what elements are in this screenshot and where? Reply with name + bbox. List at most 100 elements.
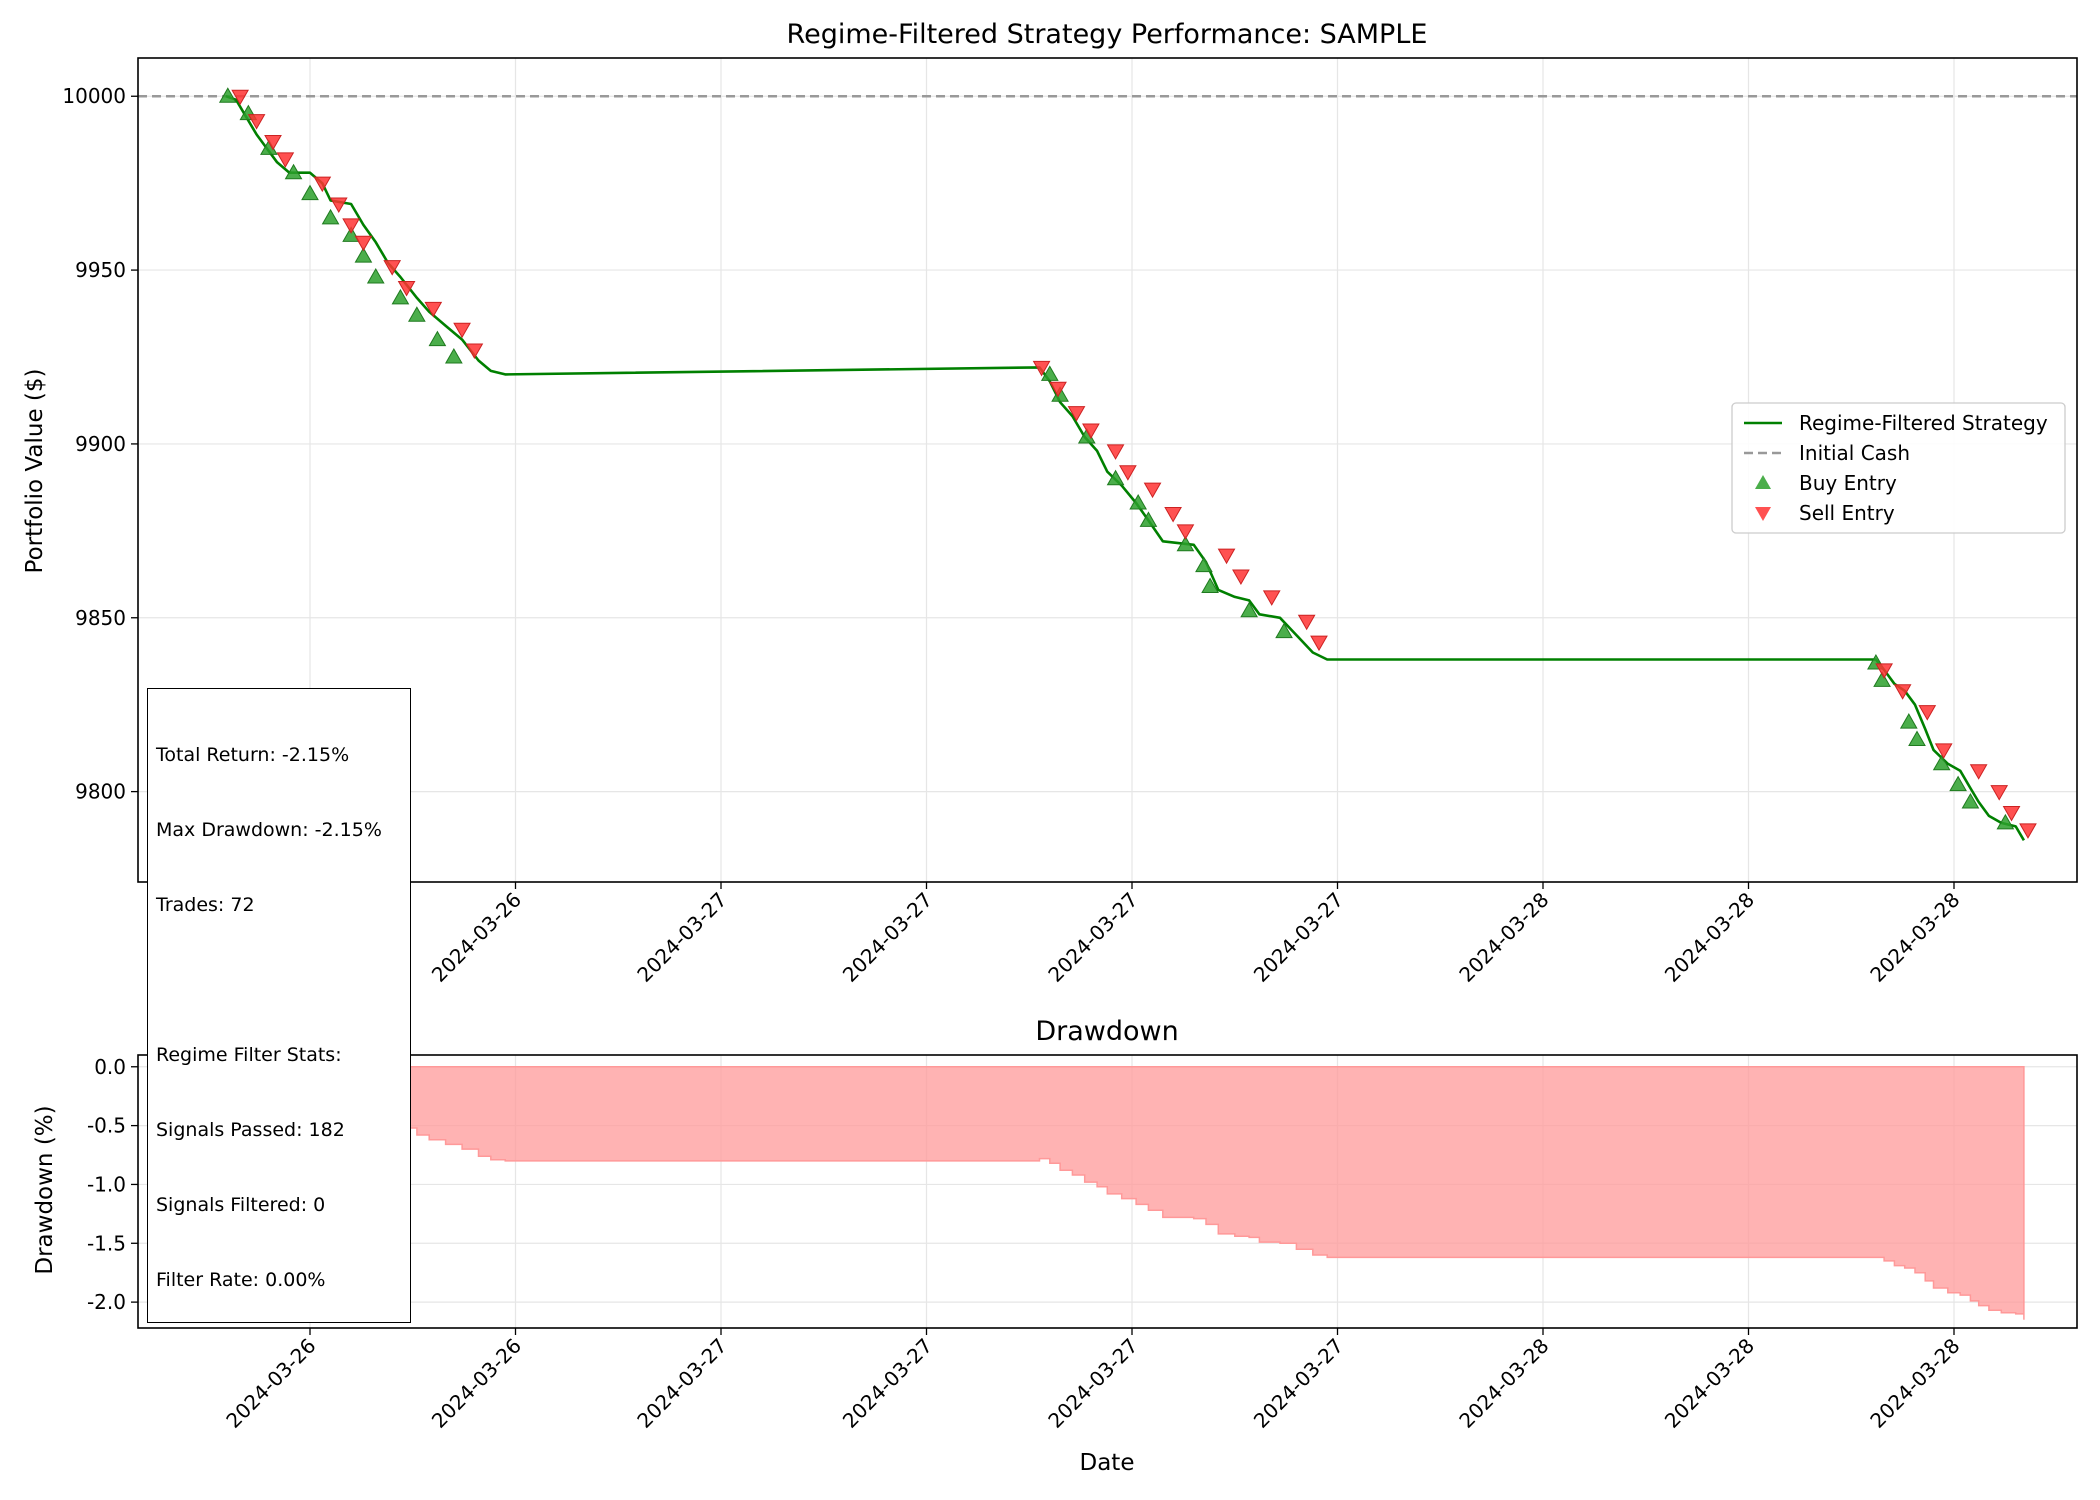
buy-entry-marker [1961,793,1980,809]
x-axis-label: Date [1080,1450,1135,1476]
sell-entry-marker [1990,785,2009,801]
buy-entry-marker [366,268,385,284]
buy-entry-marker [1275,622,1293,639]
buy-entry-marker [1176,535,1195,552]
sell-entry-marker [1310,635,1328,652]
sell-entry-marker [1143,482,1162,499]
stats-box: Total Return: -2.15% Max Drawdown: -2.15… [147,688,411,1323]
x-tick-label: 2024-03-26 [221,1334,320,1433]
buy-entry-marker [1899,713,1918,729]
legend-box [1731,402,2066,534]
x-tick-label: 2024-03-28 [1865,888,1964,987]
x-tick-label: 2024-03-27 [632,1334,731,1433]
sell-entry-marker [465,343,484,360]
x-tick-label: 2024-03-28 [1454,1334,1553,1433]
drawdown-x-ticks: 2024-03-26 2024-03-26 2024-03-27 2024-03-27… [221,1328,1965,1433]
x-tick-label: 2024-03-26 [427,888,526,987]
x-tick-label: 2024-03-27 [1043,1334,1142,1433]
x-tick-label: 2024-03-28 [1454,888,1553,987]
sell-entry-marker [329,197,348,214]
buy-entry-marker [301,184,319,201]
sell-entry-marker [1969,764,1988,780]
x-tick-label: 2024-03-27 [632,888,731,987]
sell-entry-marker [1893,684,1912,700]
stats-max-drawdown: Max Drawdown: -2.15% [156,819,382,841]
buy-entry-marker [1873,671,1891,687]
x-tick-label: 2024-03-28 [1660,1334,1759,1433]
sell-entry-marker [1164,506,1182,523]
sell-entry-marker [1106,444,1125,460]
drawdown-y-ticks: 0.0 -0.5 -1.0 -1.5 -2.0 [87,1055,138,1314]
buy-entry-marker [1201,577,1219,593]
buy-entry-marker [1195,556,1213,573]
x-tick-label: 2024-03-27 [1249,1334,1348,1433]
buy-entry-marker [407,306,426,322]
legend-label: Buy Entry [1799,471,1897,495]
stats-spacer [156,968,410,993]
entry-markers [218,87,2037,839]
y-tick-label: -1.0 [87,1172,126,1196]
sell-entry-marker [231,89,249,106]
drawdown-y-axis-label: Drawdown (%) [32,1105,58,1274]
buy-entry-marker [428,330,447,347]
drawdown-title: Drawdown [1035,1016,1178,1047]
buy-entry-marker [342,226,360,242]
buy-entry-marker [1908,730,1926,746]
y-tick-label: -0.5 [87,1114,126,1138]
y-tick-label: 9850 [75,606,126,630]
sell-entry-marker [1232,569,1250,586]
sell-entry-marker [1934,743,1953,759]
buy-entry-marker [1996,813,2015,830]
sell-entry-marker [264,134,282,151]
chart-title: Regime-Filtered Strategy Performance: SA… [787,19,1428,50]
y-tick-label: 9950 [75,258,126,282]
stats-filter-rate: Filter Rate: 0.00% [156,1269,326,1291]
x-tick-label: 2024-03-28 [1660,888,1759,987]
buy-entry-marker [1240,601,1258,618]
buy-entry-marker [284,163,303,180]
buy-entry-marker [321,208,340,225]
sell-entry-marker [424,301,443,318]
sell-entry-marker [1067,406,1086,422]
sell-entry-marker [1082,423,1100,440]
sell-entry-marker [383,260,402,276]
x-tick-label: 2024-03-27 [838,1334,937,1433]
y-tick-label: -1.5 [87,1231,126,1255]
buy-entry-marker [391,288,410,305]
sell-entry-marker [313,176,332,193]
y-tick-label: 10000 [62,84,126,108]
legend-swatch-buy [1755,475,1771,489]
drawdown-area [225,1066,2025,1320]
x-tick-label: 2024-03-26 [427,1334,526,1433]
buy-entry-marker [1932,754,1951,771]
stats-total-return: Total Return: -2.15% [156,744,350,766]
drawdown-plot-frame [137,1054,2078,1329]
buy-entry-marker [1129,494,1148,510]
y-axis-label: Portfolio Value ($) [22,369,48,574]
sell-entry-marker [276,152,295,168]
buy-entry-marker [1949,775,1967,792]
x-ticks: 2024-03-262024-03-262024-03-272024-03-27… [221,882,1965,987]
sell-entry-marker [247,114,266,130]
plot-frame [137,57,2078,883]
sell-entry-marker [1049,381,1067,398]
buy-entry-marker [1040,365,1059,381]
stats-trades: Trades: 72 [156,894,255,916]
x-tick-label: 2024-03-28 [1865,1334,1964,1433]
stats-signals-filtered: Signals Filtered: 0 [156,1194,326,1216]
sell-entry-marker [342,218,360,234]
y-tick-label: 9800 [75,780,126,804]
x-tick-label: 2024-03-27 [1043,888,1142,987]
sell-entry-marker [1918,705,1937,721]
stats-regime-heading: Regime Filter Stats: [156,1044,342,1066]
legend: Regime-Filtered Strategy Initial Cash Buy … [1731,402,2066,534]
legend-swatch-sell [1755,507,1771,521]
y-tick-label: 0.0 [94,1055,126,1079]
sell-entry-marker [354,235,373,252]
sell-entry-marker [1262,590,1281,606]
buy-entry-marker [1106,469,1125,486]
buy-entry-marker [1051,386,1069,402]
buy-entry-marker [444,347,463,364]
y-ticks: 10000 9950 9900 9850 9800 [62,84,138,804]
